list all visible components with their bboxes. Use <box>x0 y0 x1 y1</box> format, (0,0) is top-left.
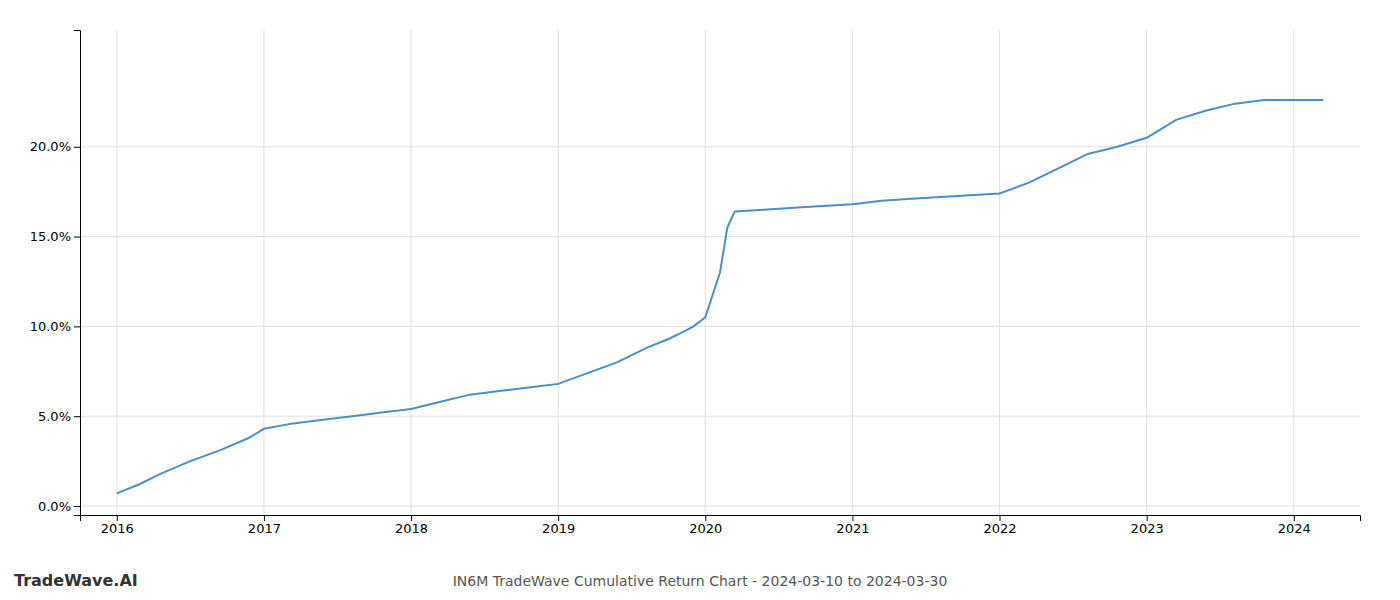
tick-label: 15.0% <box>30 229 71 244</box>
tick-label: 2017 <box>248 521 281 536</box>
tick-label: 2023 <box>1131 521 1164 536</box>
tick-mark <box>74 147 80 148</box>
grid-line <box>80 416 1360 417</box>
tick-label: 2018 <box>395 521 428 536</box>
grid-line <box>852 30 853 515</box>
tick: 2018 <box>395 515 428 536</box>
tick-mark <box>1000 515 1001 521</box>
grid <box>80 30 1360 515</box>
title: IN6M TradeWave Cumulative Return Chart -… <box>453 573 948 589</box>
grid-line <box>999 30 1000 515</box>
tick: 5.0% <box>38 409 80 424</box>
tick-mark <box>74 416 80 417</box>
tick-label: 2016 <box>101 521 134 536</box>
tick: 2016 <box>101 515 134 536</box>
tick-label: 2024 <box>1278 521 1311 536</box>
tick-mark <box>117 515 118 521</box>
axis-line <box>74 31 81 516</box>
tick-label: 0.0% <box>38 499 71 514</box>
tick: 2024 <box>1278 515 1311 536</box>
tick-label: 20.0% <box>30 139 71 154</box>
tick: 20.0% <box>30 139 80 154</box>
tick: 2022 <box>983 515 1016 536</box>
tick: 15.0% <box>30 229 80 244</box>
grid-line <box>1293 30 1294 515</box>
tick-mark <box>74 326 80 327</box>
tick-label: 2020 <box>689 521 722 536</box>
plot: 2016 2017 2018 2019 2020 2021 2022 2023 2024 0.0%… <box>30 30 1361 536</box>
tick: 2017 <box>248 515 281 536</box>
line <box>117 100 1323 493</box>
tick-label: 2021 <box>836 521 869 536</box>
tick-mark <box>411 515 412 521</box>
tick: 2021 <box>836 515 869 536</box>
tick-mark <box>74 237 80 238</box>
tick-mark <box>1294 515 1295 521</box>
x-axis: 2016 2017 2018 2019 2020 2021 2022 2023 2024 <box>81 515 1361 536</box>
grid-line <box>263 30 264 515</box>
tick-label: 2022 <box>983 521 1016 536</box>
tick-mark <box>1147 515 1148 521</box>
tick-mark <box>558 515 559 521</box>
grid-line <box>80 326 1360 327</box>
grid-line <box>116 30 117 515</box>
grid-line <box>705 30 706 515</box>
watermark: TradeWave.AI <box>14 571 138 590</box>
grid-line <box>1146 30 1147 515</box>
grid-line <box>80 506 1360 507</box>
grid-line <box>411 30 412 515</box>
tick-mark <box>705 515 706 521</box>
tick: 2023 <box>1131 515 1164 536</box>
marks <box>117 100 1323 493</box>
grid-line <box>80 146 1360 147</box>
tick-mark <box>852 515 853 521</box>
tick: 2020 <box>689 515 722 536</box>
tick-label: 5.0% <box>38 409 71 424</box>
tick: 10.0% <box>30 319 80 334</box>
tick-mark <box>264 515 265 521</box>
tick-mark <box>74 506 80 507</box>
tick-label: 2019 <box>542 521 575 536</box>
tick: 0.0% <box>38 499 80 514</box>
grid-line <box>80 236 1360 237</box>
y-axis: 0.0% 5.0% 10.0% 15.0% 20.0% <box>30 31 81 516</box>
chart: 2016 2017 2018 2019 2020 2021 2022 2023 2024 0.0%… <box>0 0 1400 600</box>
tick: 2019 <box>542 515 575 536</box>
grid-line <box>558 30 559 515</box>
tick-label: 10.0% <box>30 319 71 334</box>
axis-line <box>81 516 1361 522</box>
